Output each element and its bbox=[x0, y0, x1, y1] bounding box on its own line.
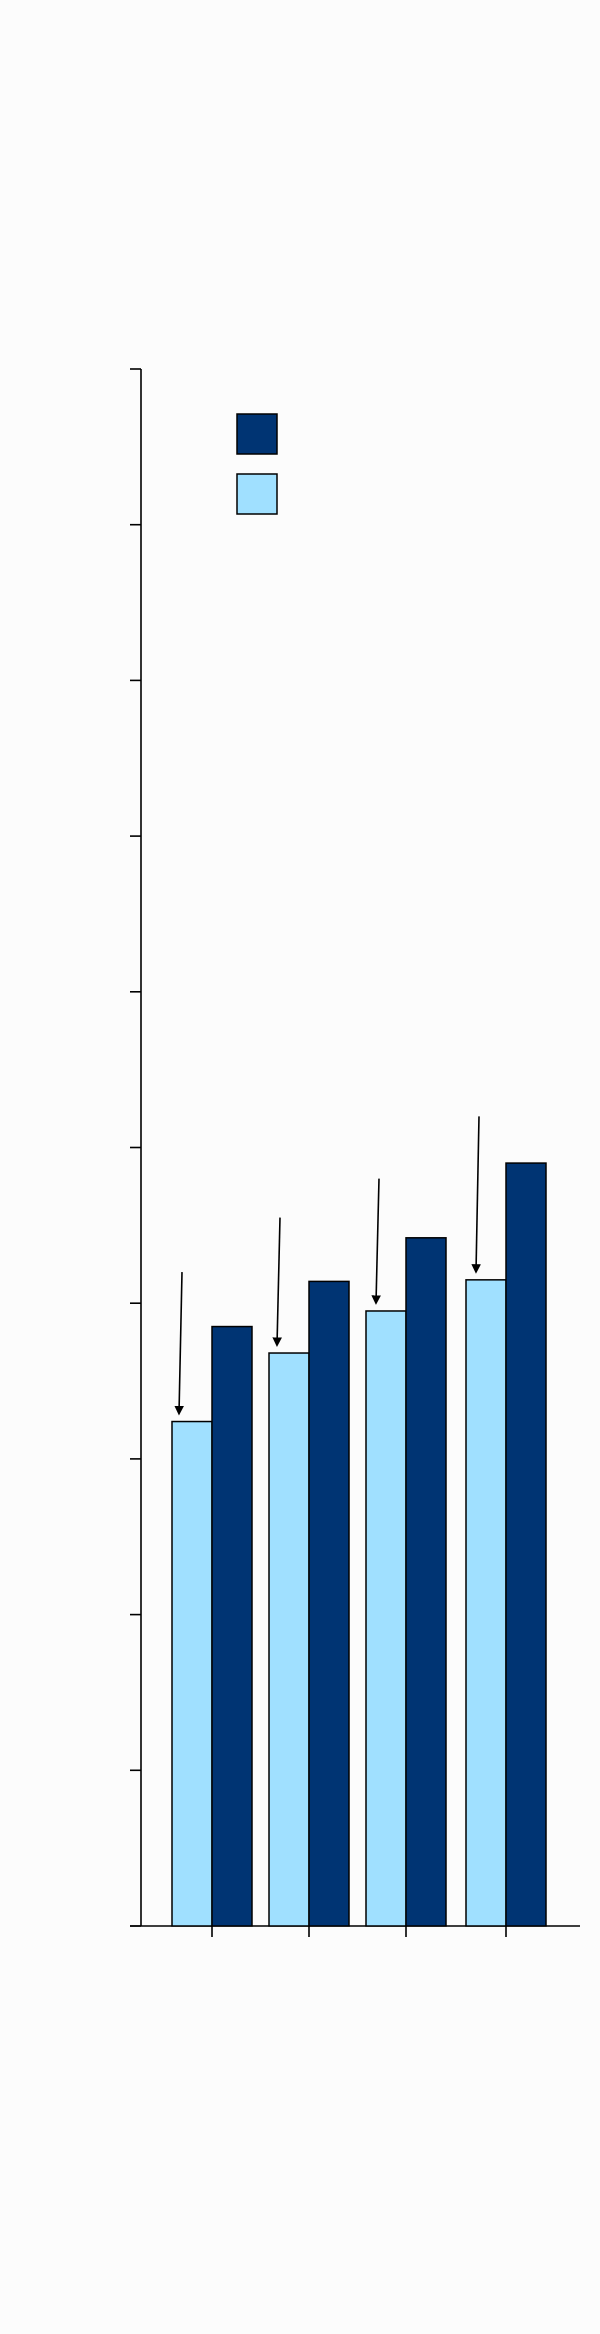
bar-series-2-2 bbox=[365, 1310, 407, 1927]
annotation-arrow-0 bbox=[174, 1272, 184, 1416]
annotation-arrow-3 bbox=[471, 1116, 481, 1274]
legend-swatch-series-2 bbox=[236, 473, 278, 515]
bar-series-2-1 bbox=[268, 1352, 310, 1927]
bar-series-1-3 bbox=[505, 1162, 547, 1927]
bar-series-1-1 bbox=[308, 1280, 350, 1927]
annotation-arrow-1 bbox=[272, 1217, 282, 1347]
plot-area bbox=[130, 368, 580, 1937]
bar-series-2-0 bbox=[171, 1420, 213, 1927]
bar-series-1-0 bbox=[211, 1325, 253, 1927]
legend-swatch-series-1 bbox=[236, 413, 278, 455]
bar-series-1-2 bbox=[405, 1237, 447, 1927]
bar-series-2-3 bbox=[465, 1279, 507, 1927]
annotation-arrow-2 bbox=[371, 1178, 381, 1305]
